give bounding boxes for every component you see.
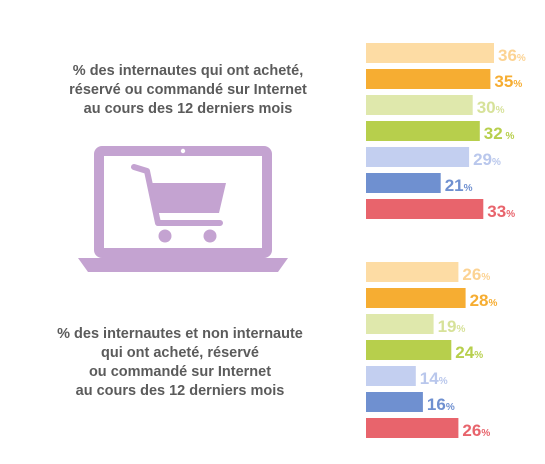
bar-bottom-6 xyxy=(366,418,459,438)
bar-top-4 xyxy=(366,147,470,167)
bar-bottom-4 xyxy=(366,366,416,386)
bar-bottom-0 xyxy=(366,262,459,282)
data-label-top-4: 29% xyxy=(473,150,501,169)
data-label-bottom-6: 26% xyxy=(462,421,490,440)
data-label-bottom-0: 26% xyxy=(462,265,490,284)
laptop-shopping-cart-icon xyxy=(78,146,288,272)
data-label-bottom-5: 16% xyxy=(427,395,455,414)
bar-bottom-2 xyxy=(366,314,434,334)
bottom-chart-caption: % des internautes et non internaute qui … xyxy=(57,326,303,399)
bar-top-3 xyxy=(366,121,480,141)
data-label-bottom-2: 19% xyxy=(438,317,466,336)
data-label-top-0: 36% xyxy=(498,46,526,65)
bar-top-1 xyxy=(366,69,491,89)
top-chart-caption: % des internautes qui ont acheté, réserv… xyxy=(69,63,307,117)
data-label-bottom-3: 24% xyxy=(455,343,483,362)
bar-bottom-3 xyxy=(366,340,452,360)
data-label-top-2: 30% xyxy=(477,98,505,117)
data-label-top-5: 21% xyxy=(445,176,473,195)
bar-bottom-1 xyxy=(366,288,466,308)
data-label-top-1: 35% xyxy=(494,72,522,91)
data-label-bottom-1: 28% xyxy=(470,291,498,310)
bar-top-6 xyxy=(366,199,484,219)
bar-top-0 xyxy=(366,43,494,63)
bar-top-5 xyxy=(366,173,441,193)
bar-top-2 xyxy=(366,95,473,115)
bar-bottom-5 xyxy=(366,392,423,412)
data-label-bottom-4: 14% xyxy=(420,369,448,388)
data-label-top-3: 32 % xyxy=(484,124,515,143)
data-label-top-6: 33% xyxy=(487,202,515,221)
